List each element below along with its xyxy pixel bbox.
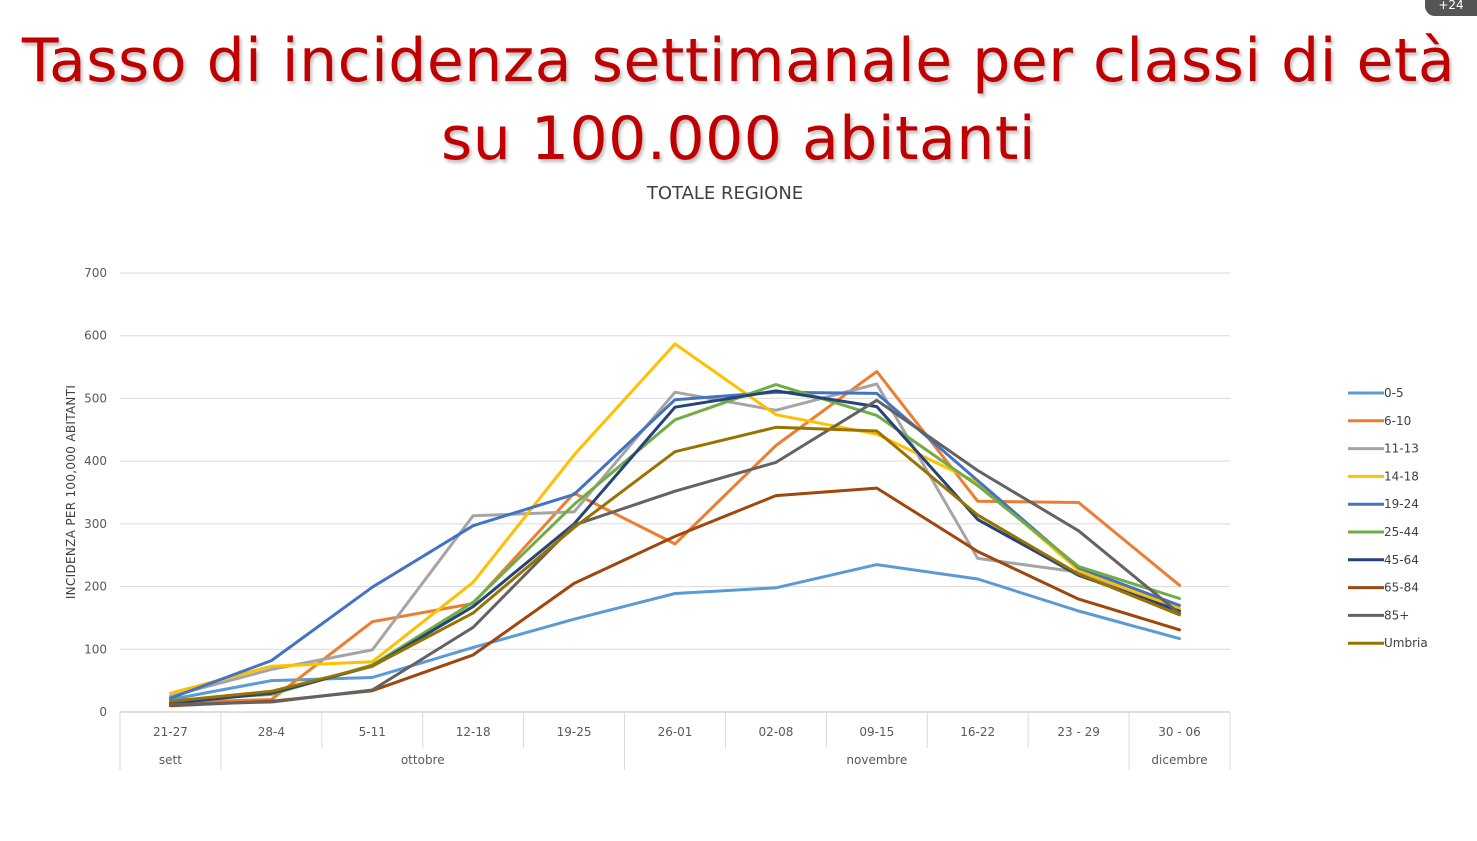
corner-badge: +24 [1425,0,1477,16]
x-group-label: novembre [846,753,907,767]
y-tick-label: 200 [84,580,107,594]
x-axis: 21-27 28-4 5-11 12-18 19-25 26-01 02-08 09-15 16… [119,712,1231,770]
y-tick-label: 500 [84,391,107,405]
legend-label: 45-64 [1384,553,1419,567]
x-group-label: dicembre [1151,753,1207,767]
series-line-umbria [169,425,1181,703]
legend-label: 14-18 [1384,469,1419,483]
legend-label: 19-24 [1384,497,1419,511]
y-tick-label: 0 [99,705,107,719]
slide-title: Tasso di incidenza settimanale per class… [0,22,1477,178]
x-group-label: sett [159,753,182,767]
legend-label: 0-5 [1384,386,1404,400]
x-tick-label: 28-4 [258,725,285,739]
x-tick-label: 02-08 [758,725,793,739]
slide-title-line-1: Tasso di incidenza settimanale per class… [21,26,1456,96]
chart-grid [120,272,1230,713]
x-tick-label: 12-18 [456,725,491,739]
x-tick-label: 19-25 [557,725,592,739]
legend-label: 65-84 [1384,581,1419,595]
y-tick-label: 300 [84,517,107,531]
legend-label: 85+ [1384,608,1409,622]
series-line-85- [169,398,1181,706]
series-line-0-5 [169,563,1181,701]
x-tick-label: 21-27 [153,725,188,739]
x-group-label: ottobre [401,753,445,767]
x-tick-label: 30 - 06 [1158,725,1201,739]
series-line-6-10 [169,370,1181,705]
slide-title-line-2: su 100.000 abitanti [440,104,1037,174]
x-tick-label: 26-01 [658,725,693,739]
y-tick-label: 400 [84,454,107,468]
series-line-19-24 [169,390,1181,700]
y-tick-label: 100 [84,642,107,656]
chart-series [169,342,1181,708]
series-line-65-84 [169,486,1181,708]
legend-label: 6-10 [1384,414,1411,428]
y-tick-label: 600 [84,329,107,343]
chart-legend: 0-5 6-10 11-13 14-18 19-24 25-44 45-64 65-84 85+… [1348,386,1428,650]
legend-label: 11-13 [1384,442,1419,456]
y-axis-title: INCIDENZA PER 100,000 ABITANTI [64,385,78,599]
y-tick-label: 700 [84,266,107,280]
x-tick-label: 5-11 [359,725,386,739]
y-axis-ticks: 0 100 200 300 400 500 600 700 [84,266,107,719]
series-line-14-18 [169,342,1181,695]
chart-title: TOTALE REGIONE [646,183,804,204]
legend-label: Umbria [1384,636,1428,650]
legend-label: 25-44 [1384,525,1419,539]
x-tick-label: 16-22 [960,725,995,739]
series-line-11-13 [169,382,1181,698]
x-tick-label: 23 - 29 [1057,725,1100,739]
x-tick-label: 09-15 [859,725,894,739]
series-line-45-64 [169,389,1181,705]
